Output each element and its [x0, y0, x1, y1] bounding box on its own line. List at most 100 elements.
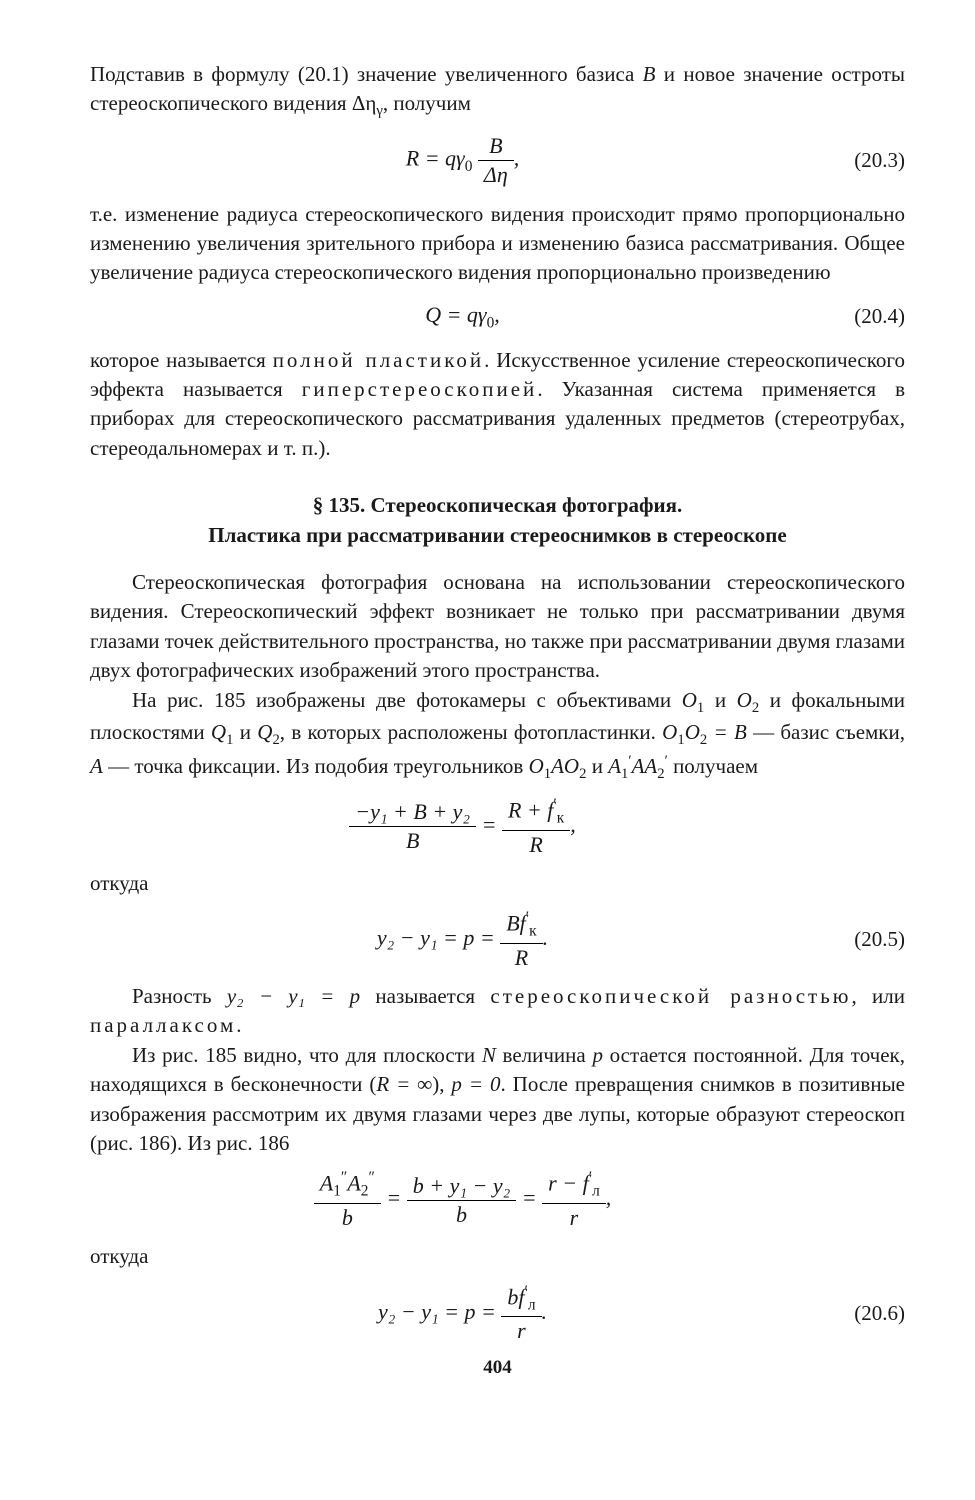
text: = B: [707, 720, 747, 744]
var: Q: [211, 720, 226, 744]
paragraph-5: На рис. 185 изображены две фотокамеры с …: [90, 686, 905, 785]
equation-number: (20.4): [835, 302, 905, 331]
t: r − f: [548, 1171, 589, 1196]
text: — точка фиксации. Из подобия треугольник…: [103, 754, 529, 778]
var: AA: [632, 754, 658, 778]
denominator: Δη: [478, 161, 514, 187]
fraction: b + y₁ − y₂ b: [407, 1174, 517, 1227]
equation-body: A1″A2″ b = b + y₁ − y₂ b = r − f′л r ,: [90, 1170, 835, 1230]
formula: Q = qγ: [425, 302, 486, 327]
equation-derivation-2: A1″A2″ b = b + y₁ − y₂ b = r − f′л r ,: [90, 1170, 905, 1230]
paragraph-2: т.е. изменение радиуса стереоскопическог…: [90, 200, 905, 288]
equation-20-4: Q = qγ0, (20.4): [90, 300, 905, 334]
numerator: B: [478, 134, 514, 161]
equation-derivation-1: −y₁ + B + y₂ B = R + f′к R ,: [90, 797, 905, 857]
term-hyperstereo: гиперстереоскопией: [302, 377, 538, 401]
text: и: [586, 754, 608, 778]
text: и: [233, 720, 257, 744]
var: A: [608, 754, 621, 778]
t: Bf: [506, 910, 526, 935]
heading-line-1: § 135. Стереоскопическая фотография.: [90, 491, 905, 520]
sub: 1: [677, 733, 684, 749]
denominator: b: [314, 1204, 381, 1230]
var: p: [592, 1043, 603, 1067]
numerator: −y₁ + B + y₂: [349, 800, 476, 827]
page-number: 404: [90, 1355, 905, 1382]
sub: к: [557, 810, 564, 827]
var: Q: [257, 720, 272, 744]
comma: ,: [514, 146, 520, 171]
paragraph-8: Из рис. 185 видно, что для плоскости N в…: [90, 1041, 905, 1159]
denominator: r: [501, 1317, 541, 1343]
var: O: [685, 720, 700, 744]
sub: 2: [657, 766, 664, 782]
equation-number: (20.6): [835, 1299, 905, 1328]
period: .: [542, 1298, 548, 1323]
text: Из рис. 185 видно, что для плоскости: [132, 1043, 482, 1067]
t: R + f: [508, 797, 553, 822]
equation-body: y₂ − y₁ = p = bf′л r .: [90, 1284, 835, 1344]
paragraph-3: которое называется полной пластикой. Иск…: [90, 346, 905, 464]
term-plastika: полной пластикой: [273, 348, 484, 372]
sub: 1: [333, 1183, 341, 1200]
denominator: B: [349, 827, 476, 853]
var: A: [90, 754, 103, 778]
equation-20-6: y₂ − y₁ = p = bf′л r . (20.6): [90, 1284, 905, 1344]
text: величина: [496, 1043, 593, 1067]
fraction: R + f′к R: [502, 797, 570, 857]
fraction: Bf′к R: [500, 910, 542, 970]
text: называется: [360, 984, 490, 1008]
term-parallax: параллаксом: [90, 1013, 236, 1037]
numerator: R + f′к: [502, 797, 570, 831]
sub: к: [529, 923, 536, 940]
numerator: A1″A2″: [314, 1170, 381, 1204]
equation-number: (20.5): [835, 925, 905, 954]
fraction: r − f′л r: [542, 1170, 606, 1230]
denominator: R: [500, 944, 542, 970]
paragraph-1: Подставив в формулу (20.1) значение увел…: [90, 60, 905, 122]
paragraph-9: откуда: [90, 1242, 905, 1271]
var: p = 0: [451, 1072, 500, 1096]
comma: ,: [494, 302, 500, 327]
text: — базис съемки,: [747, 720, 905, 744]
denominator: R: [502, 831, 570, 857]
equation-body: y₂ − y₁ = p = Bf′к R .: [90, 910, 835, 970]
text: Разность: [132, 984, 227, 1008]
denominator: b: [407, 1201, 517, 1227]
var: y₂ − y₁ = p: [227, 984, 360, 1008]
t: A: [320, 1171, 333, 1196]
term-stereo-diff: стереоскопической разностью: [490, 984, 851, 1008]
sub: л: [528, 1296, 536, 1313]
text: получаем: [668, 754, 758, 778]
paragraph-7: Разность y₂ − y₁ = p называется стереоск…: [90, 982, 905, 1041]
var: R = ∞: [376, 1072, 432, 1096]
sub: 1: [544, 766, 551, 782]
equation-20-3: R = qγ0 B Δη , (20.3): [90, 134, 905, 187]
lhs: y₂ − y₁ = p =: [378, 1298, 501, 1323]
text: , получим: [383, 91, 471, 115]
text: которое называется: [90, 348, 273, 372]
heading-line-2: Пластика при рассматривании стереоснимко…: [90, 521, 905, 550]
section-heading: § 135. Стереоскопическая фотография. Пла…: [90, 491, 905, 550]
equation-number: (20.3): [835, 146, 905, 175]
var: O: [737, 688, 752, 712]
denominator: r: [542, 1204, 606, 1230]
numerator: r − f′л: [542, 1170, 606, 1204]
fraction: A1″A2″ b: [314, 1170, 381, 1230]
eq-sign: =: [381, 1185, 407, 1210]
eq-sign: =: [476, 812, 502, 837]
t: A: [347, 1171, 360, 1196]
numerator: b + y₁ − y₂: [407, 1174, 517, 1201]
var: O: [682, 688, 697, 712]
equation-body: −y₁ + B + y₂ B = R + f′к R ,: [90, 797, 835, 857]
var-B: B: [643, 62, 656, 86]
eq-sign: =: [516, 1185, 542, 1210]
fraction: −y₁ + B + y₂ B: [349, 800, 476, 853]
var: O: [662, 720, 677, 744]
numerator: bf′л: [501, 1284, 541, 1318]
text: ),: [432, 1072, 451, 1096]
text: На рис. 185 изображены две фотокамеры с …: [132, 688, 682, 712]
var: O: [529, 754, 544, 778]
text: и: [704, 688, 736, 712]
sub: л: [592, 1183, 600, 1200]
